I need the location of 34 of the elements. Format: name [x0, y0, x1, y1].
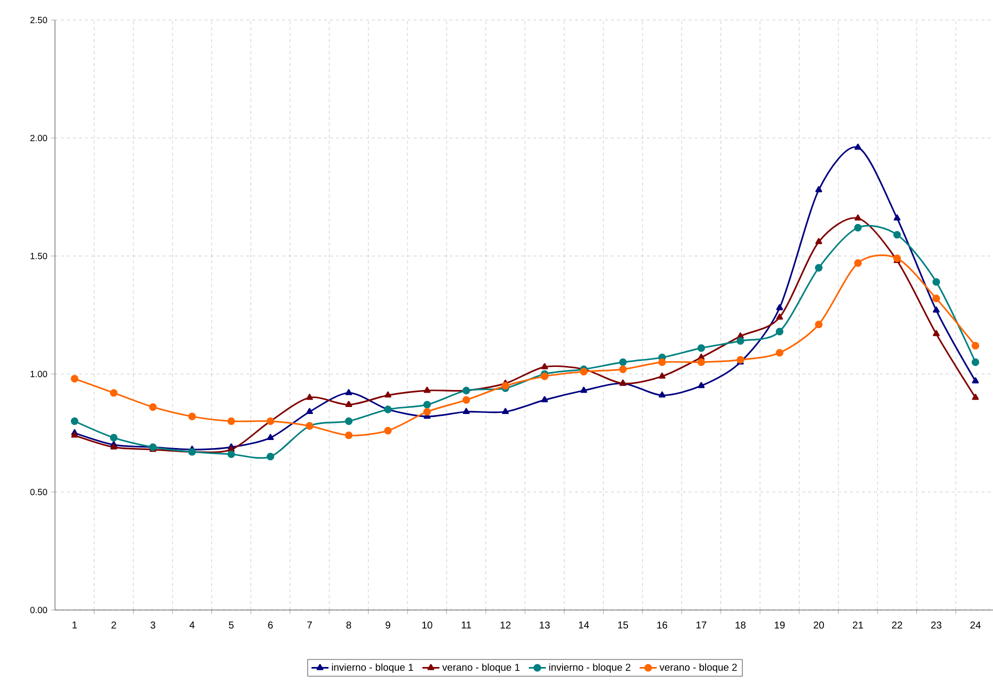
x-tick-label: 6 — [268, 622, 273, 629]
y-tick-label: 0.50 — [30, 488, 48, 496]
y-tick-label: 2.00 — [30, 134, 48, 142]
y-tick-label: 1.50 — [30, 252, 48, 260]
y-tick-label: 2.50 — [30, 16, 48, 24]
y-tick-label: 1.00 — [30, 370, 48, 378]
x-tick-label: 23 — [931, 622, 942, 629]
legend-label: verano - bloque 2 — [660, 663, 737, 673]
x-tick-label: 9 — [386, 622, 390, 629]
x-tick-label: 2 — [111, 622, 116, 629]
x-tick-label: 3 — [150, 622, 156, 629]
y-tick-label: 0.00 — [30, 606, 48, 614]
x-tick-label: 15 — [618, 622, 628, 629]
legend-label: invierno - bloque 2 — [549, 663, 630, 673]
x-tick-label: 7 — [307, 622, 312, 628]
x-tick-label: 5 — [228, 622, 234, 629]
legend-label: verano - bloque 1 — [442, 663, 520, 673]
x-tick-label: 12 — [500, 622, 510, 629]
x-tick-label: 24 — [970, 622, 981, 629]
x-tick-label: 1 — [72, 622, 77, 628]
x-tick-label: 4 — [190, 622, 195, 628]
x-tick-label: 8 — [346, 622, 352, 629]
legend-label: invierno - bloque 1 — [332, 663, 414, 673]
x-tick-label: 20 — [814, 622, 824, 629]
x-tick-label: 19 — [774, 622, 785, 629]
x-tick-label: 22 — [892, 622, 902, 629]
x-tick-label: 21 — [852, 622, 864, 629]
x-tick-label: 14 — [578, 622, 590, 628]
x-tick-label: 13 — [540, 622, 550, 629]
x-tick-label: 11 — [462, 622, 471, 628]
x-tick-label: 17 — [696, 622, 706, 628]
x-tick-label: 16 — [657, 622, 668, 629]
x-tick-label: 18 — [736, 622, 746, 629]
x-tick-label: 10 — [422, 622, 432, 629]
